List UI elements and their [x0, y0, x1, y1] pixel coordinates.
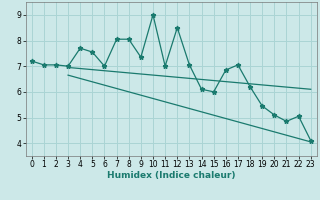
X-axis label: Humidex (Indice chaleur): Humidex (Indice chaleur) — [107, 171, 236, 180]
